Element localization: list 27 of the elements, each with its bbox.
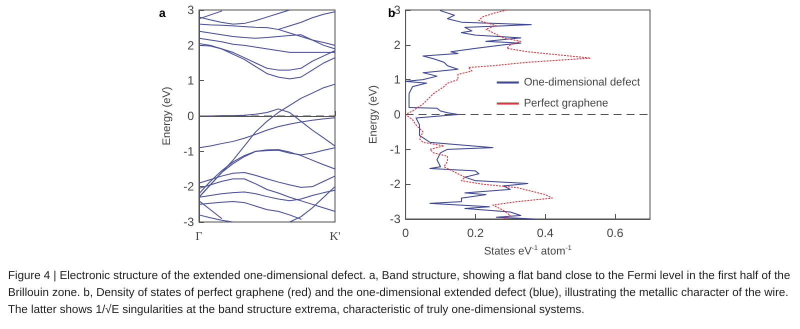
y-axis-title: Energy (eV) bbox=[160, 86, 173, 146]
y-tick-label: -1 bbox=[390, 142, 401, 156]
y-tick-label: 2 bbox=[187, 38, 194, 52]
legend-label: Perfect graphene bbox=[524, 98, 608, 110]
y-tick-label: -1 bbox=[183, 144, 194, 158]
x-tick-label: 0.2 bbox=[467, 226, 484, 240]
y-tick-label: 1 bbox=[187, 74, 194, 88]
x-tick-label: 0.6 bbox=[606, 226, 624, 240]
y-tick-label: -3 bbox=[183, 215, 194, 229]
y-tick-label: 3 bbox=[394, 3, 401, 17]
y-axis-title: Energy (eV) bbox=[368, 85, 380, 144]
y-tick-label: 0 bbox=[187, 109, 194, 123]
y-tick-label: 0 bbox=[394, 108, 401, 122]
caption: Figure 4 | Electronic structure of the extended one-dimensional defect. a, Band structure, showing a flat band close to the Fermi level in the first half of the Brillouin zone. b, Density of states of perfect graphene (red) and the one-dimensional extended defect (blue), illustrating the metallic character of the wire. The latter shows 1/√E singularities at the band structure extrema, characteristic of truly one-dimensional systems. bbox=[8, 269, 792, 318]
y-tick-label: 3 bbox=[187, 3, 194, 17]
x-tick-label: 0 bbox=[402, 226, 410, 240]
y-tick-label: -2 bbox=[183, 180, 194, 194]
y-tick-label: -3 bbox=[390, 212, 401, 226]
x-tick-label: 0.4 bbox=[536, 226, 554, 240]
x-tick-label: K' bbox=[330, 229, 340, 243]
chart-title: b bbox=[388, 6, 396, 20]
y-tick-label: 1 bbox=[394, 72, 401, 87]
legend-label: One-dimensional defect bbox=[524, 76, 640, 88]
y-tick-label: -2 bbox=[390, 177, 401, 192]
y-tick-label: 2 bbox=[394, 38, 401, 52]
x-tick-label: Γ bbox=[196, 229, 203, 243]
chart-title: a bbox=[159, 6, 166, 20]
